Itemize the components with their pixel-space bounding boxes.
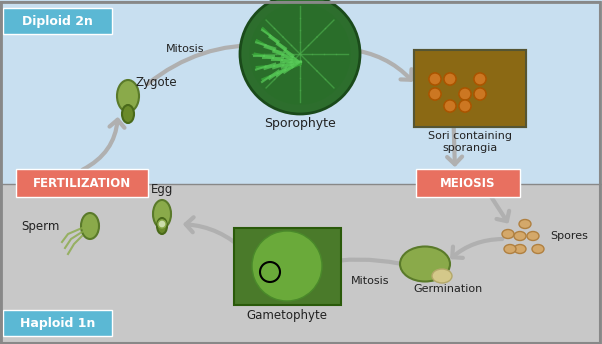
Ellipse shape — [432, 269, 452, 283]
FancyBboxPatch shape — [234, 228, 341, 305]
Circle shape — [459, 100, 471, 112]
Ellipse shape — [400, 247, 450, 281]
Circle shape — [459, 88, 471, 100]
Circle shape — [459, 88, 471, 100]
Ellipse shape — [514, 245, 526, 254]
Text: Gametophyte: Gametophyte — [246, 309, 327, 322]
Ellipse shape — [157, 218, 167, 234]
Ellipse shape — [532, 245, 544, 254]
Circle shape — [444, 73, 456, 85]
FancyBboxPatch shape — [0, 0, 602, 184]
Text: Diploid 2n: Diploid 2n — [22, 14, 93, 28]
Ellipse shape — [153, 200, 171, 228]
Text: Spores: Spores — [550, 231, 588, 241]
Ellipse shape — [514, 232, 526, 240]
Ellipse shape — [502, 229, 514, 238]
FancyBboxPatch shape — [416, 169, 520, 197]
Circle shape — [474, 88, 486, 100]
Text: MEIOSIS: MEIOSIS — [440, 176, 496, 190]
Circle shape — [240, 0, 360, 114]
FancyBboxPatch shape — [16, 169, 148, 197]
FancyBboxPatch shape — [0, 184, 602, 344]
FancyArrowPatch shape — [321, 254, 399, 269]
Ellipse shape — [527, 232, 539, 240]
Circle shape — [429, 88, 441, 100]
Circle shape — [474, 73, 486, 85]
Ellipse shape — [117, 80, 139, 112]
Text: FERTILIZATION: FERTILIZATION — [33, 176, 131, 190]
Text: Haploid 1n: Haploid 1n — [20, 316, 95, 330]
Wedge shape — [252, 231, 322, 301]
Text: Sori containing
sporangia: Sori containing sporangia — [428, 131, 512, 153]
FancyBboxPatch shape — [414, 50, 526, 127]
Circle shape — [444, 100, 456, 112]
FancyArrowPatch shape — [98, 176, 113, 193]
Text: Germination: Germination — [414, 284, 483, 294]
Text: Sporophyte: Sporophyte — [264, 117, 336, 130]
Text: Sperm: Sperm — [22, 219, 60, 233]
Text: Mitosis: Mitosis — [351, 276, 389, 286]
Ellipse shape — [81, 213, 99, 239]
Ellipse shape — [519, 219, 531, 228]
FancyArrowPatch shape — [147, 38, 264, 84]
FancyArrowPatch shape — [491, 197, 509, 221]
Ellipse shape — [122, 105, 134, 123]
FancyArrowPatch shape — [447, 107, 462, 164]
Text: Egg: Egg — [151, 183, 173, 196]
FancyArrowPatch shape — [82, 120, 125, 170]
Circle shape — [158, 220, 166, 228]
Ellipse shape — [504, 245, 516, 254]
Circle shape — [429, 88, 441, 100]
FancyArrowPatch shape — [452, 239, 502, 258]
FancyBboxPatch shape — [414, 50, 526, 127]
Circle shape — [444, 73, 456, 85]
Circle shape — [474, 73, 486, 85]
Text: Mitosis: Mitosis — [166, 44, 204, 54]
Polygon shape — [250, 4, 350, 104]
Text: Zygote: Zygote — [135, 75, 176, 88]
FancyBboxPatch shape — [3, 8, 112, 34]
FancyBboxPatch shape — [3, 310, 112, 336]
Circle shape — [459, 100, 471, 112]
Circle shape — [429, 73, 441, 85]
Circle shape — [429, 73, 441, 85]
Circle shape — [444, 100, 456, 112]
Circle shape — [474, 88, 486, 100]
FancyArrowPatch shape — [185, 217, 246, 252]
FancyArrowPatch shape — [348, 49, 412, 80]
